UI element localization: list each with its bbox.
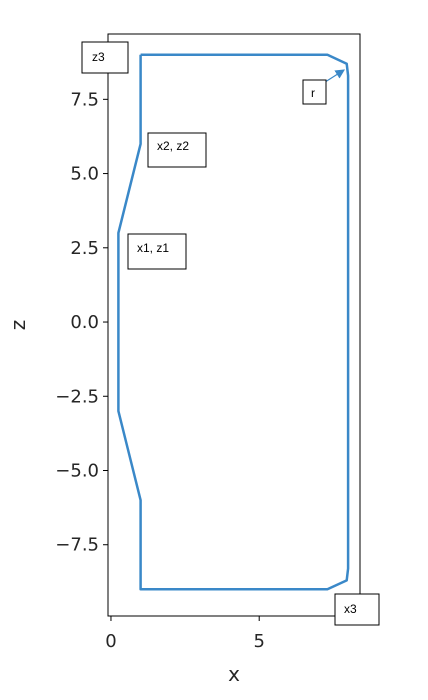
x-axis-label: x	[228, 662, 240, 686]
y-tick-label: 7.5	[70, 89, 99, 110]
y-axis-ticks: 7.5 5.0 2.5 0.0 −2.5 −5.0 −7.5	[55, 89, 108, 556]
annotation-z3: z3	[81, 41, 129, 74]
svg-text:x1, z1: x1, z1	[137, 241, 169, 255]
annotation-r: r	[302, 69, 346, 105]
y-tick-label: −2.5	[55, 386, 99, 407]
y-tick-label: 0.0	[70, 312, 99, 333]
annotation-x1-z1: x1, z1	[127, 233, 187, 270]
y-tick-label: −7.5	[55, 535, 99, 556]
svg-text:r: r	[311, 86, 315, 100]
y-tick-label: 5.0	[70, 164, 99, 185]
svg-text:z3: z3	[92, 50, 105, 64]
x-tick-label: 0	[105, 631, 116, 652]
y-tick-label: 2.5	[70, 238, 99, 259]
x-tick-label: 5	[253, 631, 264, 652]
y-axis-label: z	[6, 320, 30, 331]
svg-text:x2, z2: x2, z2	[157, 139, 189, 153]
svg-text:x3: x3	[344, 602, 357, 616]
y-tick-label: −5.0	[55, 461, 99, 482]
annotation-x2-z2: x2, z2	[147, 132, 207, 168]
annotation-x3: x3	[334, 593, 380, 626]
series-line	[117, 53, 350, 591]
plot-area	[107, 33, 361, 617]
